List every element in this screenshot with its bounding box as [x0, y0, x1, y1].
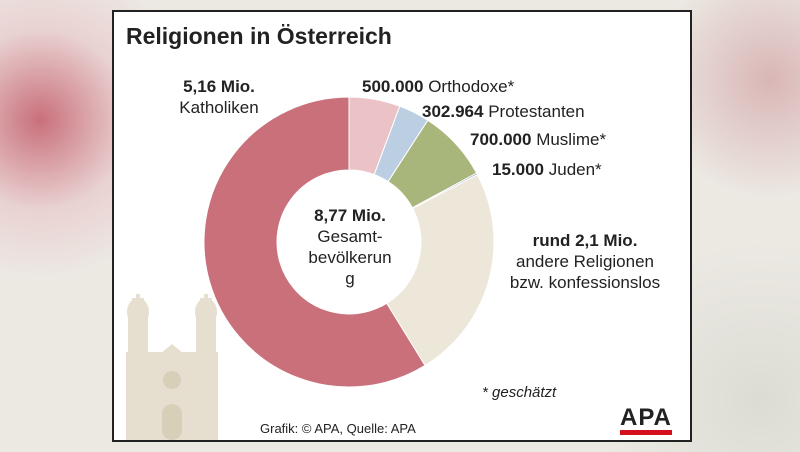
category-label: Orthodoxe* [428, 77, 515, 96]
category-label: Katholiken [179, 98, 259, 117]
value-label: rund 2,1 Mio. [532, 231, 638, 250]
center-label: 8,77 Mio. Gesamt-bevölkerung [300, 205, 400, 289]
center-text: Gesamt-bevölkerung [308, 227, 392, 288]
logo: APA [620, 406, 672, 435]
donut-segment [203, 96, 426, 388]
infographic: Religionen in Österreich 8,77 Mio. Gesam… [112, 10, 692, 442]
category-label: Juden* [548, 160, 602, 179]
segment-label: rund 2,1 Mio. andere Religionen bzw. konf… [490, 230, 680, 293]
category-label: Muslime* [536, 130, 607, 149]
value-label: 500.000 [362, 77, 424, 96]
source: Grafik: © APA, Quelle: APA [260, 421, 416, 436]
note: * geschätzt [482, 384, 557, 401]
value-label: 15.000 [492, 160, 544, 179]
value-label: 5,16 Mio. [183, 77, 255, 96]
segment-label: 700.000 Muslime* [470, 129, 680, 150]
segment-label: 15.000 Juden* [492, 159, 672, 180]
church-icon [126, 294, 218, 440]
center-value: 8,77 Mio. [314, 206, 386, 225]
value-label: 302.964 [422, 102, 484, 121]
segment-label: 500.000 Orthodoxe* [362, 76, 662, 97]
segment-label: 302.964 Protestanten [422, 101, 682, 122]
donut-segment [386, 173, 495, 367]
chart-title: Religionen in Österreich [126, 23, 392, 49]
category-label: Protestanten [488, 102, 585, 121]
value-label: 700.000 [470, 130, 532, 149]
segment-label: 5,16 Mio. Katholiken [144, 76, 294, 118]
chart [126, 96, 495, 440]
category-label: andere Religionen bzw. konfessionslos [509, 252, 661, 292]
